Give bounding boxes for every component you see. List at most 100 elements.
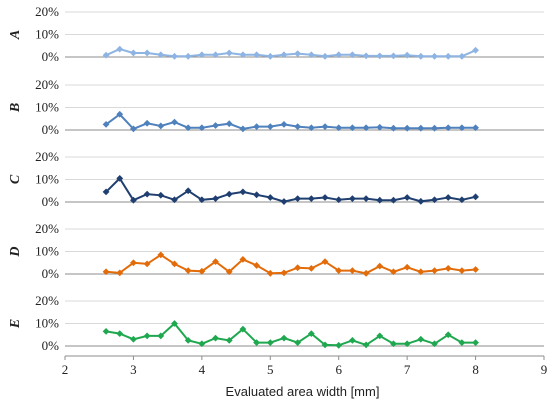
data-point [444,124,452,132]
data-point [239,255,247,263]
data-point [212,122,219,129]
data-point [321,52,329,60]
data-point [321,341,329,349]
data-point [307,330,315,338]
data-point [349,51,356,59]
data-point [102,327,110,335]
series-line-b [105,112,476,131]
data-point [184,52,192,60]
data-point [349,195,356,203]
data-point [198,196,206,204]
data-point [225,190,233,198]
data-point [116,174,124,182]
y-tick-label: 0% [42,338,60,353]
data-point [349,267,356,275]
data-point [390,268,397,276]
data-point [403,194,411,201]
data-point [143,260,151,268]
data-point [472,339,479,347]
panel-label-e: E [8,319,23,329]
panel-b: 0% 10% 20% B [8,77,544,137]
data-point [307,264,315,272]
data-point [403,124,411,132]
x-tick-label: 7 [404,362,411,377]
data-point [157,332,165,340]
data-point [266,52,274,60]
y-tick-label: 10% [35,244,59,259]
data-point [157,191,165,199]
data-point [321,194,329,201]
data-point [225,336,233,344]
data-point [280,51,288,59]
data-point [458,339,466,347]
data-point [225,268,233,276]
data-point [171,52,178,60]
data-point [431,52,438,60]
y-tick-label: 0% [42,122,60,137]
data-point [143,119,151,127]
data-point [239,51,247,59]
data-point [376,52,384,60]
data-point [239,125,247,133]
data-point [239,188,247,196]
series-line-a [105,48,477,58]
panel-a: 0% 10% 20% A [8,4,544,64]
data-point [458,196,466,204]
data-point [472,266,479,273]
y-tick-label: 20% [35,293,59,308]
data-point [171,260,178,268]
panel-label-b: B [8,103,23,113]
data-point [431,267,438,275]
data-point [349,124,356,132]
data-point [444,194,452,201]
x-tick-label: 5 [267,362,274,377]
data-point [116,110,124,118]
data-point [280,269,288,277]
data-point [417,124,425,132]
data-point [376,196,384,204]
data-point [143,332,151,340]
x-tick-label: 4 [199,362,206,377]
panel-label-d: D [8,246,23,257]
y-tick-label: 10% [35,100,59,115]
y-tick-label: 10% [35,27,59,42]
data-point [444,264,452,272]
data-point [376,123,384,131]
panel-e: 0% 10% 20% E [8,293,544,353]
data-point [321,123,329,131]
data-point [212,258,219,266]
data-point [294,50,302,58]
data-point [225,49,233,57]
data-point [157,122,165,130]
data-point [212,334,219,342]
data-point [102,268,110,276]
y-tick-label: 20% [35,221,59,236]
series-line-e [105,322,476,347]
data-point [198,124,206,132]
data-point [253,123,260,131]
data-point [472,46,479,54]
data-point [294,264,302,272]
y-tick-label: 10% [35,172,59,187]
data-point [102,51,110,59]
data-point [403,340,411,348]
data-point [444,331,452,339]
data-point [403,263,411,271]
x-tick-label: 6 [335,362,342,377]
data-point [280,198,288,205]
y-tick-label: 20% [35,149,59,164]
data-point [102,120,110,128]
data-point [130,196,137,204]
data-point [116,330,124,338]
y-tick-label: 0% [42,49,60,64]
data-point [307,195,315,203]
data-point [239,325,247,333]
data-point [431,196,438,204]
y-tick-label: 20% [35,77,59,92]
panel-label-c: C [8,174,23,184]
data-point [444,52,452,60]
data-point [212,195,219,203]
data-point [266,194,274,201]
y-tick-label: 20% [35,4,59,19]
data-point [225,120,233,128]
